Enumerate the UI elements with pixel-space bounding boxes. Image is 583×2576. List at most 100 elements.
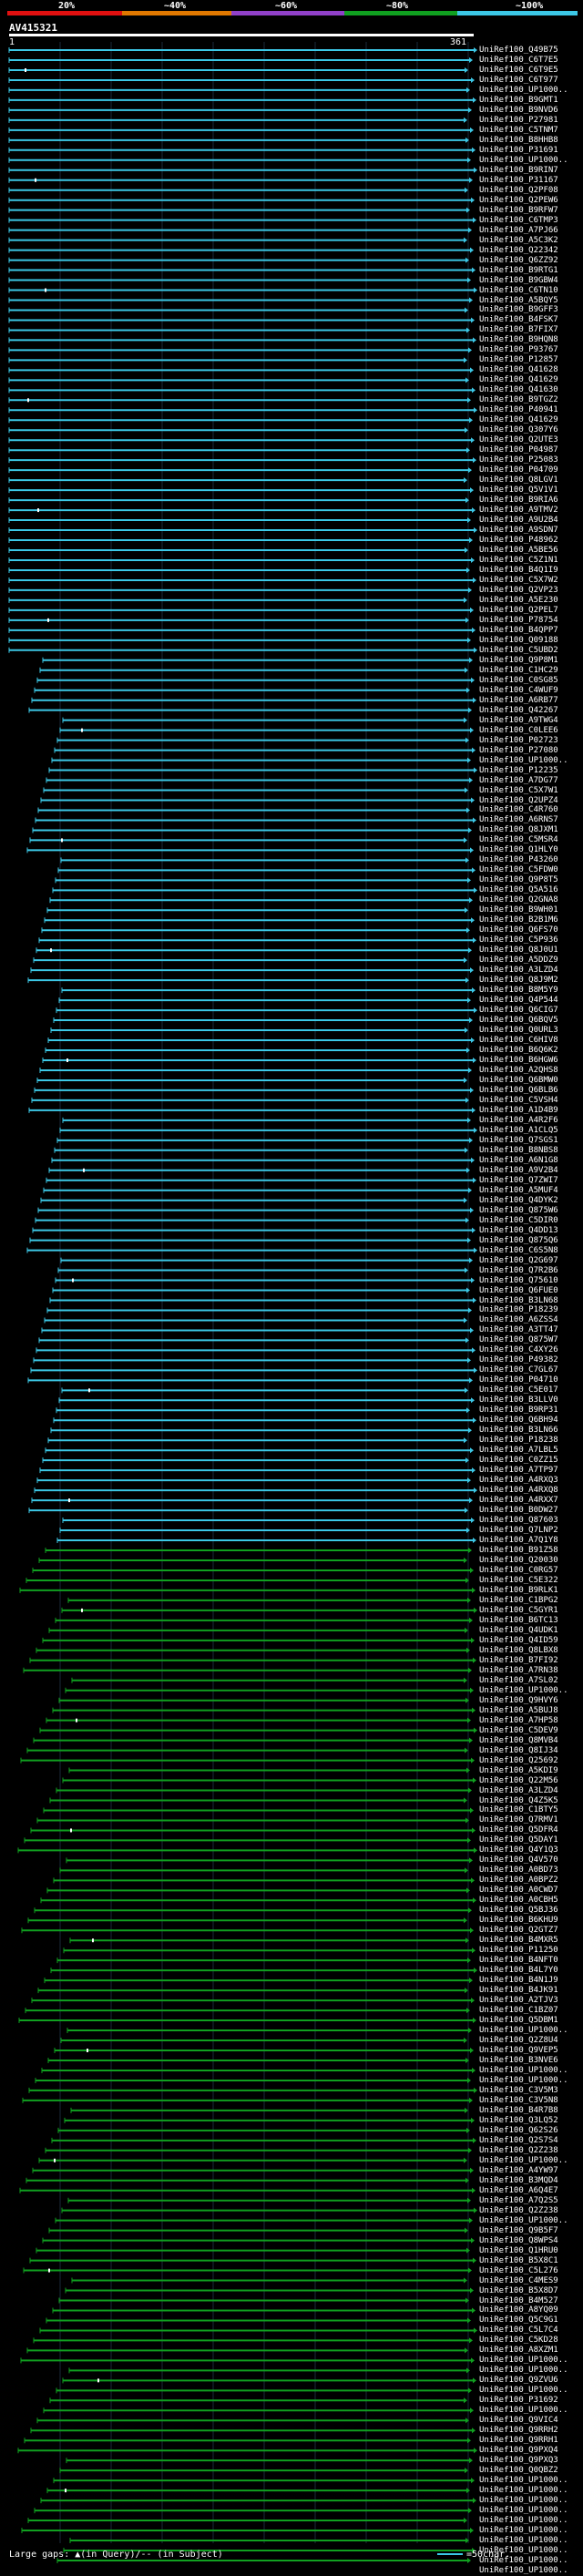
hit-label[interactable]: UniRef100_C1BZ07 <box>479 2006 558 2016</box>
hit-label[interactable]: UniRef100_Q5C9G1 <box>479 2315 558 2326</box>
hit-label[interactable]: UniRef100_A2TJV3 <box>479 1996 558 2006</box>
hit-label[interactable]: UniRef100_Q8JXM1 <box>479 825 558 835</box>
hit-label[interactable]: UniRef100_C5X7W1 <box>479 786 558 796</box>
hit-label[interactable]: UniRef100_Q2PF08 <box>479 186 558 196</box>
hit-label[interactable]: UniRef100_A1D4B9 <box>479 1106 558 1116</box>
hit-label[interactable]: UniRef100_C5UBD2 <box>479 646 558 656</box>
hit-label[interactable]: UniRef100_P40941 <box>479 405 558 415</box>
hit-label[interactable]: UniRef100_C5P936 <box>479 935 558 946</box>
hit-label[interactable]: UniRef100_A0BD73 <box>479 1866 558 1876</box>
hit-label[interactable]: UniRef100_Q7LNP2 <box>479 1526 558 1536</box>
hit-label[interactable]: UniRef100_UP1000.. <box>479 2386 568 2396</box>
hit-label[interactable]: UniRef100_Q6BLB6 <box>479 1086 558 1096</box>
hit-label[interactable]: UniRef100_C1BTY5 <box>479 1805 558 1815</box>
hit-label[interactable]: UniRef100_Q2UTE3 <box>479 435 558 445</box>
hit-label[interactable]: UniRef100_Q42267 <box>479 706 558 716</box>
hit-label[interactable]: UniRef100_B6KHU9 <box>479 1916 558 1926</box>
hit-label[interactable]: UniRef100_B5X8C1 <box>479 2256 558 2266</box>
hit-label[interactable]: UniRef100_Q7R2B6 <box>479 1266 558 1276</box>
hit-label[interactable]: UniRef100_C4XY26 <box>479 1345 558 1355</box>
hit-label[interactable]: UniRef100_Q41630 <box>479 385 558 395</box>
hit-label[interactable]: UniRef100_UP1000.. <box>479 2526 568 2536</box>
hit-label[interactable]: UniRef100_B9GBW4 <box>479 276 558 286</box>
hit-label[interactable]: UniRef100_A7TP97 <box>479 1466 558 1476</box>
hit-label[interactable]: UniRef100_UP1000.. <box>479 2496 568 2506</box>
hit-label[interactable]: UniRef100_Q4DYK2 <box>479 1196 558 1206</box>
hit-label[interactable]: UniRef100_C0SG85 <box>479 676 558 686</box>
hit-label[interactable]: UniRef100_A5DDZ9 <box>479 956 558 966</box>
hit-label[interactable]: UniRef100_Q2VP23 <box>479 586 558 596</box>
hit-label[interactable]: UniRef100_A4YW97 <box>479 2166 558 2176</box>
hit-label[interactable]: UniRef100_Q5DBM1 <box>479 2016 558 2026</box>
hit-label[interactable]: UniRef100_Q6ZZ92 <box>479 256 558 266</box>
hit-label[interactable]: UniRef100_Q1HRU0 <box>479 2246 558 2256</box>
hit-label[interactable]: UniRef100_C4MES9 <box>479 2276 558 2286</box>
hit-label[interactable]: UniRef100_A4RXX7 <box>479 1496 558 1506</box>
hit-label[interactable]: UniRef100_UP1000.. <box>479 756 568 766</box>
hit-label[interactable]: UniRef100_A6Q4E7 <box>479 2186 558 2196</box>
hit-label[interactable]: UniRef100_C5L276 <box>479 2266 558 2276</box>
hit-label[interactable]: UniRef100_UP1000.. <box>479 2356 568 2366</box>
hit-label[interactable]: UniRef100_A9SDN7 <box>479 526 558 536</box>
hit-label[interactable]: UniRef100_Q6BQV5 <box>479 1016 558 1026</box>
hit-label[interactable]: UniRef100_Q875Q6 <box>479 1236 558 1246</box>
hit-label[interactable]: UniRef100_C5VSH4 <box>479 1096 558 1106</box>
hit-label[interactable]: UniRef100_Q875W6 <box>479 1206 558 1216</box>
hit-label[interactable]: UniRef100_B4R7B8 <box>479 2106 558 2116</box>
hit-label[interactable]: UniRef100_Q7RMV1 <box>479 1815 558 1825</box>
hit-label[interactable]: UniRef100_B9GMT1 <box>479 96 558 106</box>
hit-label[interactable]: UniRef100_A9TWG4 <box>479 716 558 726</box>
hit-label[interactable]: UniRef100_A7Q2S5 <box>479 2196 558 2206</box>
hit-label[interactable]: UniRef100_Q5A516 <box>479 885 558 895</box>
hit-label[interactable]: UniRef100_B9RIA6 <box>479 496 558 506</box>
hit-label[interactable]: UniRef100_UP1000.. <box>479 86 568 96</box>
hit-label[interactable]: UniRef100_UP1000.. <box>479 2486 568 2496</box>
hit-label[interactable]: UniRef100_A7HP58 <box>479 1716 558 1726</box>
hit-label[interactable]: UniRef100_B9RLK1 <box>479 1586 558 1596</box>
hit-label[interactable]: UniRef100_Q5DAY1 <box>479 1835 558 1845</box>
hit-label[interactable]: UniRef100_A5KDI9 <box>479 1766 558 1776</box>
hit-label[interactable]: UniRef100_C1BPG2 <box>479 1596 558 1606</box>
hit-label[interactable]: UniRef100_B6Q6K2 <box>479 1046 558 1056</box>
hit-label[interactable]: UniRef100_Q87603 <box>479 1516 558 1526</box>
hit-label[interactable]: UniRef100_P27080 <box>479 746 558 756</box>
hit-label[interactable]: UniRef100_C6T977 <box>479 76 558 86</box>
hit-label[interactable]: UniRef100_Q4Y1Q3 <box>479 1845 558 1855</box>
hit-label[interactable]: UniRef100_Q2UPZ4 <box>479 796 558 806</box>
hit-label[interactable]: UniRef100_C0RG57 <box>479 1566 558 1576</box>
hit-label[interactable]: UniRef100_Q9P8T5 <box>479 875 558 885</box>
hit-label[interactable]: UniRef100_A9V2B4 <box>479 1166 558 1176</box>
hit-label[interactable]: UniRef100_C5DIR0 <box>479 1216 558 1226</box>
hit-label[interactable]: UniRef100_A6N1G8 <box>479 1156 558 1166</box>
hit-label[interactable]: UniRef100_P31167 <box>479 176 558 186</box>
hit-label[interactable]: UniRef100_A5BE56 <box>479 546 558 556</box>
hit-label[interactable]: UniRef100_C3V5N8 <box>479 2096 558 2106</box>
hit-label[interactable]: UniRef100_A1CLQ5 <box>479 1126 558 1136</box>
hit-label[interactable]: UniRef100_Q8LGV1 <box>479 475 558 486</box>
hit-label[interactable]: UniRef100_Q9HVY6 <box>479 1696 558 1706</box>
hit-label[interactable]: UniRef100_C4R760 <box>479 805 558 815</box>
hit-label[interactable]: UniRef100_C5GYR1 <box>479 1606 558 1616</box>
hit-label[interactable]: UniRef100_Q2GTZ7 <box>479 1926 558 1936</box>
hit-label[interactable]: UniRef100_A2QHS8 <box>479 1066 558 1076</box>
hit-label[interactable]: UniRef100_P25083 <box>479 455 558 465</box>
hit-label[interactable]: UniRef100_A0BPZ2 <box>479 1876 558 1886</box>
hit-label[interactable]: UniRef100_Q4UDK1 <box>479 1626 558 1636</box>
hit-label[interactable]: UniRef100_Q20030 <box>479 1556 558 1566</box>
hit-label[interactable]: UniRef100_B4NFT0 <box>479 1956 558 1966</box>
hit-label[interactable]: UniRef100_A3LZD4 <box>479 1786 558 1796</box>
hit-label[interactable]: UniRef100_B91Z58 <box>479 1546 558 1556</box>
hit-label[interactable]: UniRef100_B4M527 <box>479 2296 558 2306</box>
hit-label[interactable]: UniRef100_B4L7Y0 <box>479 1966 558 1976</box>
hit-label[interactable]: UniRef100_Q5DFR4 <box>479 1825 558 1835</box>
hit-label[interactable]: UniRef100_Q2PEL7 <box>479 606 558 616</box>
hit-label[interactable]: UniRef100_P18239 <box>479 1305 558 1315</box>
hit-label[interactable]: UniRef100_P31692 <box>479 2396 558 2406</box>
hit-label[interactable]: UniRef100_Q9RRH1 <box>479 2436 558 2446</box>
hit-label[interactable]: UniRef100_P12235 <box>479 766 558 776</box>
hit-label[interactable]: UniRef100_C6HIV8 <box>479 1036 558 1046</box>
hit-label[interactable]: UniRef100_C6TMP3 <box>479 216 558 226</box>
hit-label[interactable]: UniRef100_Q4V570 <box>479 1855 558 1866</box>
hit-label[interactable]: UniRef100_Q4Z5K5 <box>479 1796 558 1806</box>
hit-label[interactable]: UniRef100_Q6BH94 <box>479 1416 558 1426</box>
